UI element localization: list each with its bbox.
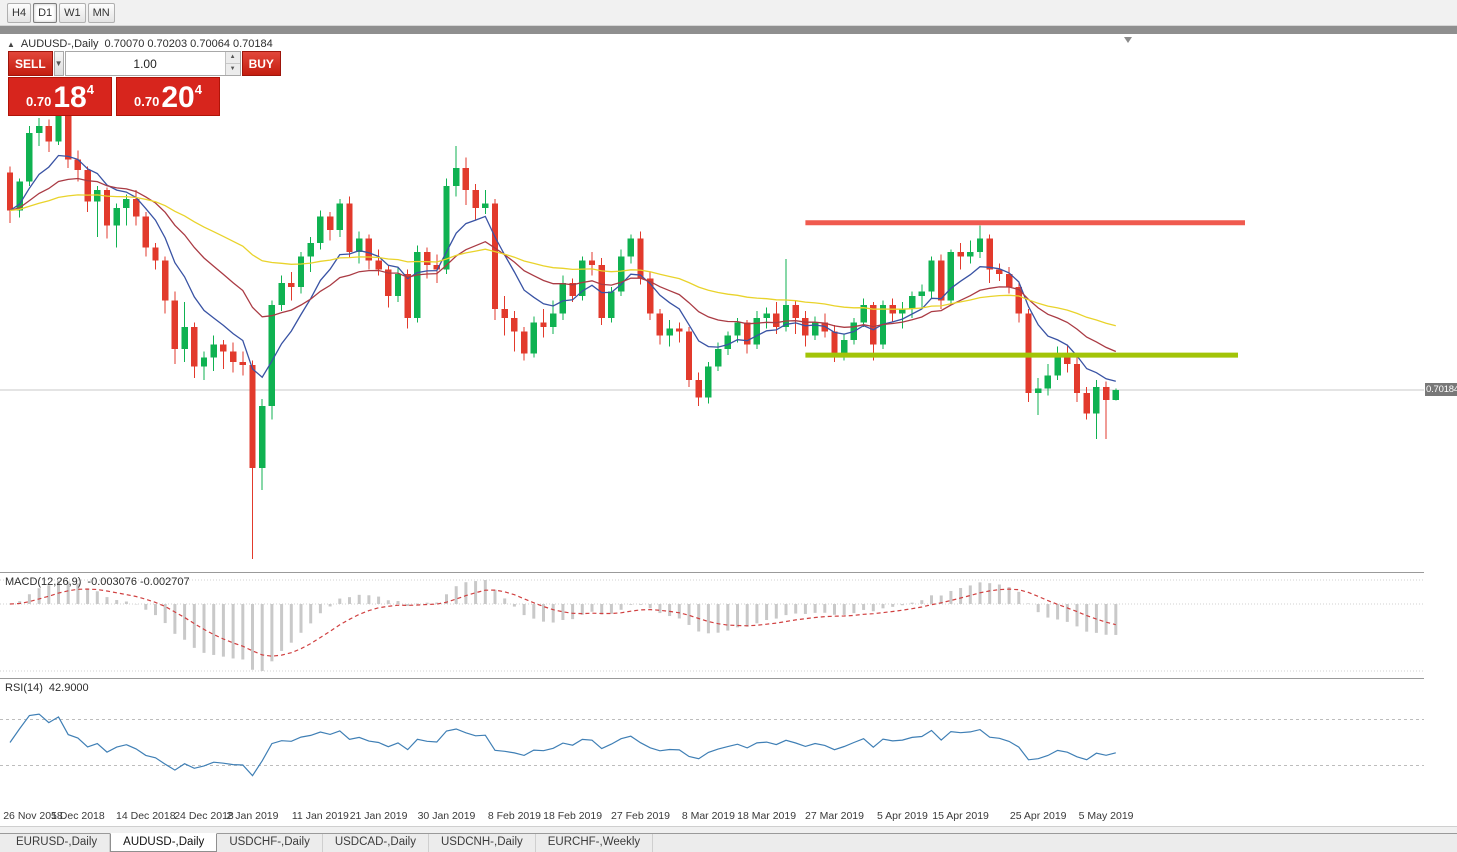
chart-tab-bar: EURUSD-,Daily AUDUSD-,Daily USDCHF-,Daily U… — [0, 833, 1457, 852]
buy-price-pips: 20 — [161, 80, 195, 114]
time-axis-label: 2 Jan 2019 — [226, 810, 279, 822]
chevron-down-icon: ▼ — [54, 59, 63, 68]
panel-separator[interactable] — [0, 572, 1457, 573]
time-axis-label: 25 Apr 2019 — [1009, 810, 1067, 822]
timeframe-button-d1[interactable]: D1 — [33, 2, 58, 23]
volume-dropdown-button[interactable]: ▼ — [53, 51, 64, 76]
sell-price-point: 4 — [86, 82, 94, 97]
time-axis-label: 30 Jan 2019 — [417, 810, 476, 822]
window-divider-strip — [0, 26, 1457, 34]
sell-price-prefix: 0.70 — [26, 94, 52, 109]
chart-tab-eurusd-daily[interactable]: EURUSD-,Daily — [4, 834, 111, 852]
chart-tab-audusd-daily[interactable]: AUDUSD-,Daily — [110, 833, 218, 852]
buy-button[interactable]: BUY — [241, 51, 281, 76]
sell-price-display[interactable]: 0.70 18 4 — [8, 77, 112, 116]
sell-price-pips: 18 — [53, 80, 87, 114]
chart-tab-eurchf-weekly[interactable]: EURCHF-,Weekly — [536, 834, 654, 852]
price-scale — [1424, 34, 1457, 826]
time-axis-label: 5 Dec 2018 — [51, 810, 105, 822]
chart-title: ▲ AUDUSD-,Daily 0.70070 0.70203 0.70064 … — [7, 38, 273, 50]
volume-spinner-down-icon[interactable]: ▼ — [225, 64, 240, 75]
time-axis-label: 18 Mar 2019 — [737, 810, 797, 822]
bottom-strip — [0, 826, 1457, 833]
macd-chart — [0, 579, 1424, 672]
time-axis-label: 5 Apr 2019 — [876, 810, 928, 822]
panel-separator[interactable] — [0, 678, 1457, 679]
rsi-value: 42.9000 — [48, 682, 89, 694]
time-axis-label: 18 Feb 2019 — [543, 810, 603, 822]
chart-ohlc-values: 0.70070 0.70203 0.70064 0.70184 — [104, 38, 273, 50]
volume-field: ▲ ▼ — [64, 51, 241, 76]
time-axis-label: 8 Feb 2019 — [487, 810, 541, 822]
macd-header: MACD(12,26,9) -0.003076 -0.002707 — [5, 576, 190, 588]
timeframe-button-h4[interactable]: H4 — [7, 2, 32, 23]
buy-price-prefix: 0.70 — [134, 94, 160, 109]
time-axis-label: 15 Apr 2019 — [932, 810, 989, 822]
volume-spinner: ▲ ▼ — [224, 52, 240, 75]
timeframe-button-mn[interactable]: MN — [87, 2, 115, 23]
time-axis-label: 27 Feb 2019 — [611, 810, 670, 822]
time-axis-label: 27 Mar 2019 — [805, 810, 864, 822]
time-axis-label: 11 Jan 2019 — [291, 810, 349, 822]
time-axis-label: 26 Nov 2018 — [3, 810, 63, 822]
chart-tab-usdcad-daily[interactable]: USDCAD-,Daily — [323, 834, 429, 852]
rsi-title: RSI(14) — [5, 682, 43, 694]
buy-price-display[interactable]: 0.70 20 4 — [116, 77, 220, 116]
price-chart-canvas[interactable] — [0, 34, 1424, 572]
chart-tab-usdcnh-daily[interactable]: USDCNH-,Daily — [429, 834, 536, 852]
timeframe-button-w1[interactable]: W1 — [59, 2, 86, 23]
macd-values: -0.003076 -0.002707 — [87, 576, 190, 588]
chart-tab-usdchf-daily[interactable]: USDCHF-,Daily — [217, 834, 323, 852]
time-axis-label: 21 Jan 2019 — [349, 810, 408, 822]
buy-price-point: 4 — [194, 82, 202, 97]
macd-title: MACD(12,26,9) — [5, 576, 82, 588]
candlestick-chart — [0, 102, 1424, 559]
time-axis-label: 5 May 2019 — [1078, 810, 1134, 822]
current-price-tag: 0.70184 — [1425, 383, 1457, 397]
time-axis[interactable]: 26 Nov 2018 5 Dec 2018 14 Dec 2018 24 Dec 2… — [0, 806, 1424, 826]
volume-spinner-up-icon[interactable]: ▲ — [225, 52, 240, 64]
macd-panel[interactable] — [0, 573, 1424, 678]
time-axis-label: 14 Dec 2018 — [116, 810, 176, 822]
timeframe-button-group: H4 D1 W1 MN — [6, 2, 116, 23]
one-click-collapse-icon[interactable]: ▲ — [7, 39, 15, 49]
sell-button[interactable]: SELL — [8, 51, 53, 76]
rsi-header: RSI(14) 42.9000 — [5, 682, 89, 694]
trade-controls-row: SELL ▼ ▲ ▼ BUY — [8, 51, 281, 76]
chart-shift-marker-icon — [1124, 37, 1132, 43]
time-axis-label: 24 Dec 2018 — [174, 810, 234, 822]
trade-price-row: 0.70 18 4 0.70 20 4 — [8, 77, 220, 116]
volume-input[interactable] — [65, 52, 225, 75]
time-axis-label: 8 Mar 2019 — [681, 810, 735, 822]
chart-symbol-label: AUDUSD-,Daily — [20, 38, 99, 50]
rsi-chart — [0, 713, 1424, 777]
rsi-panel[interactable] — [0, 679, 1424, 806]
timeframe-toolbar: H4 D1 W1 MN — [0, 0, 1457, 26]
